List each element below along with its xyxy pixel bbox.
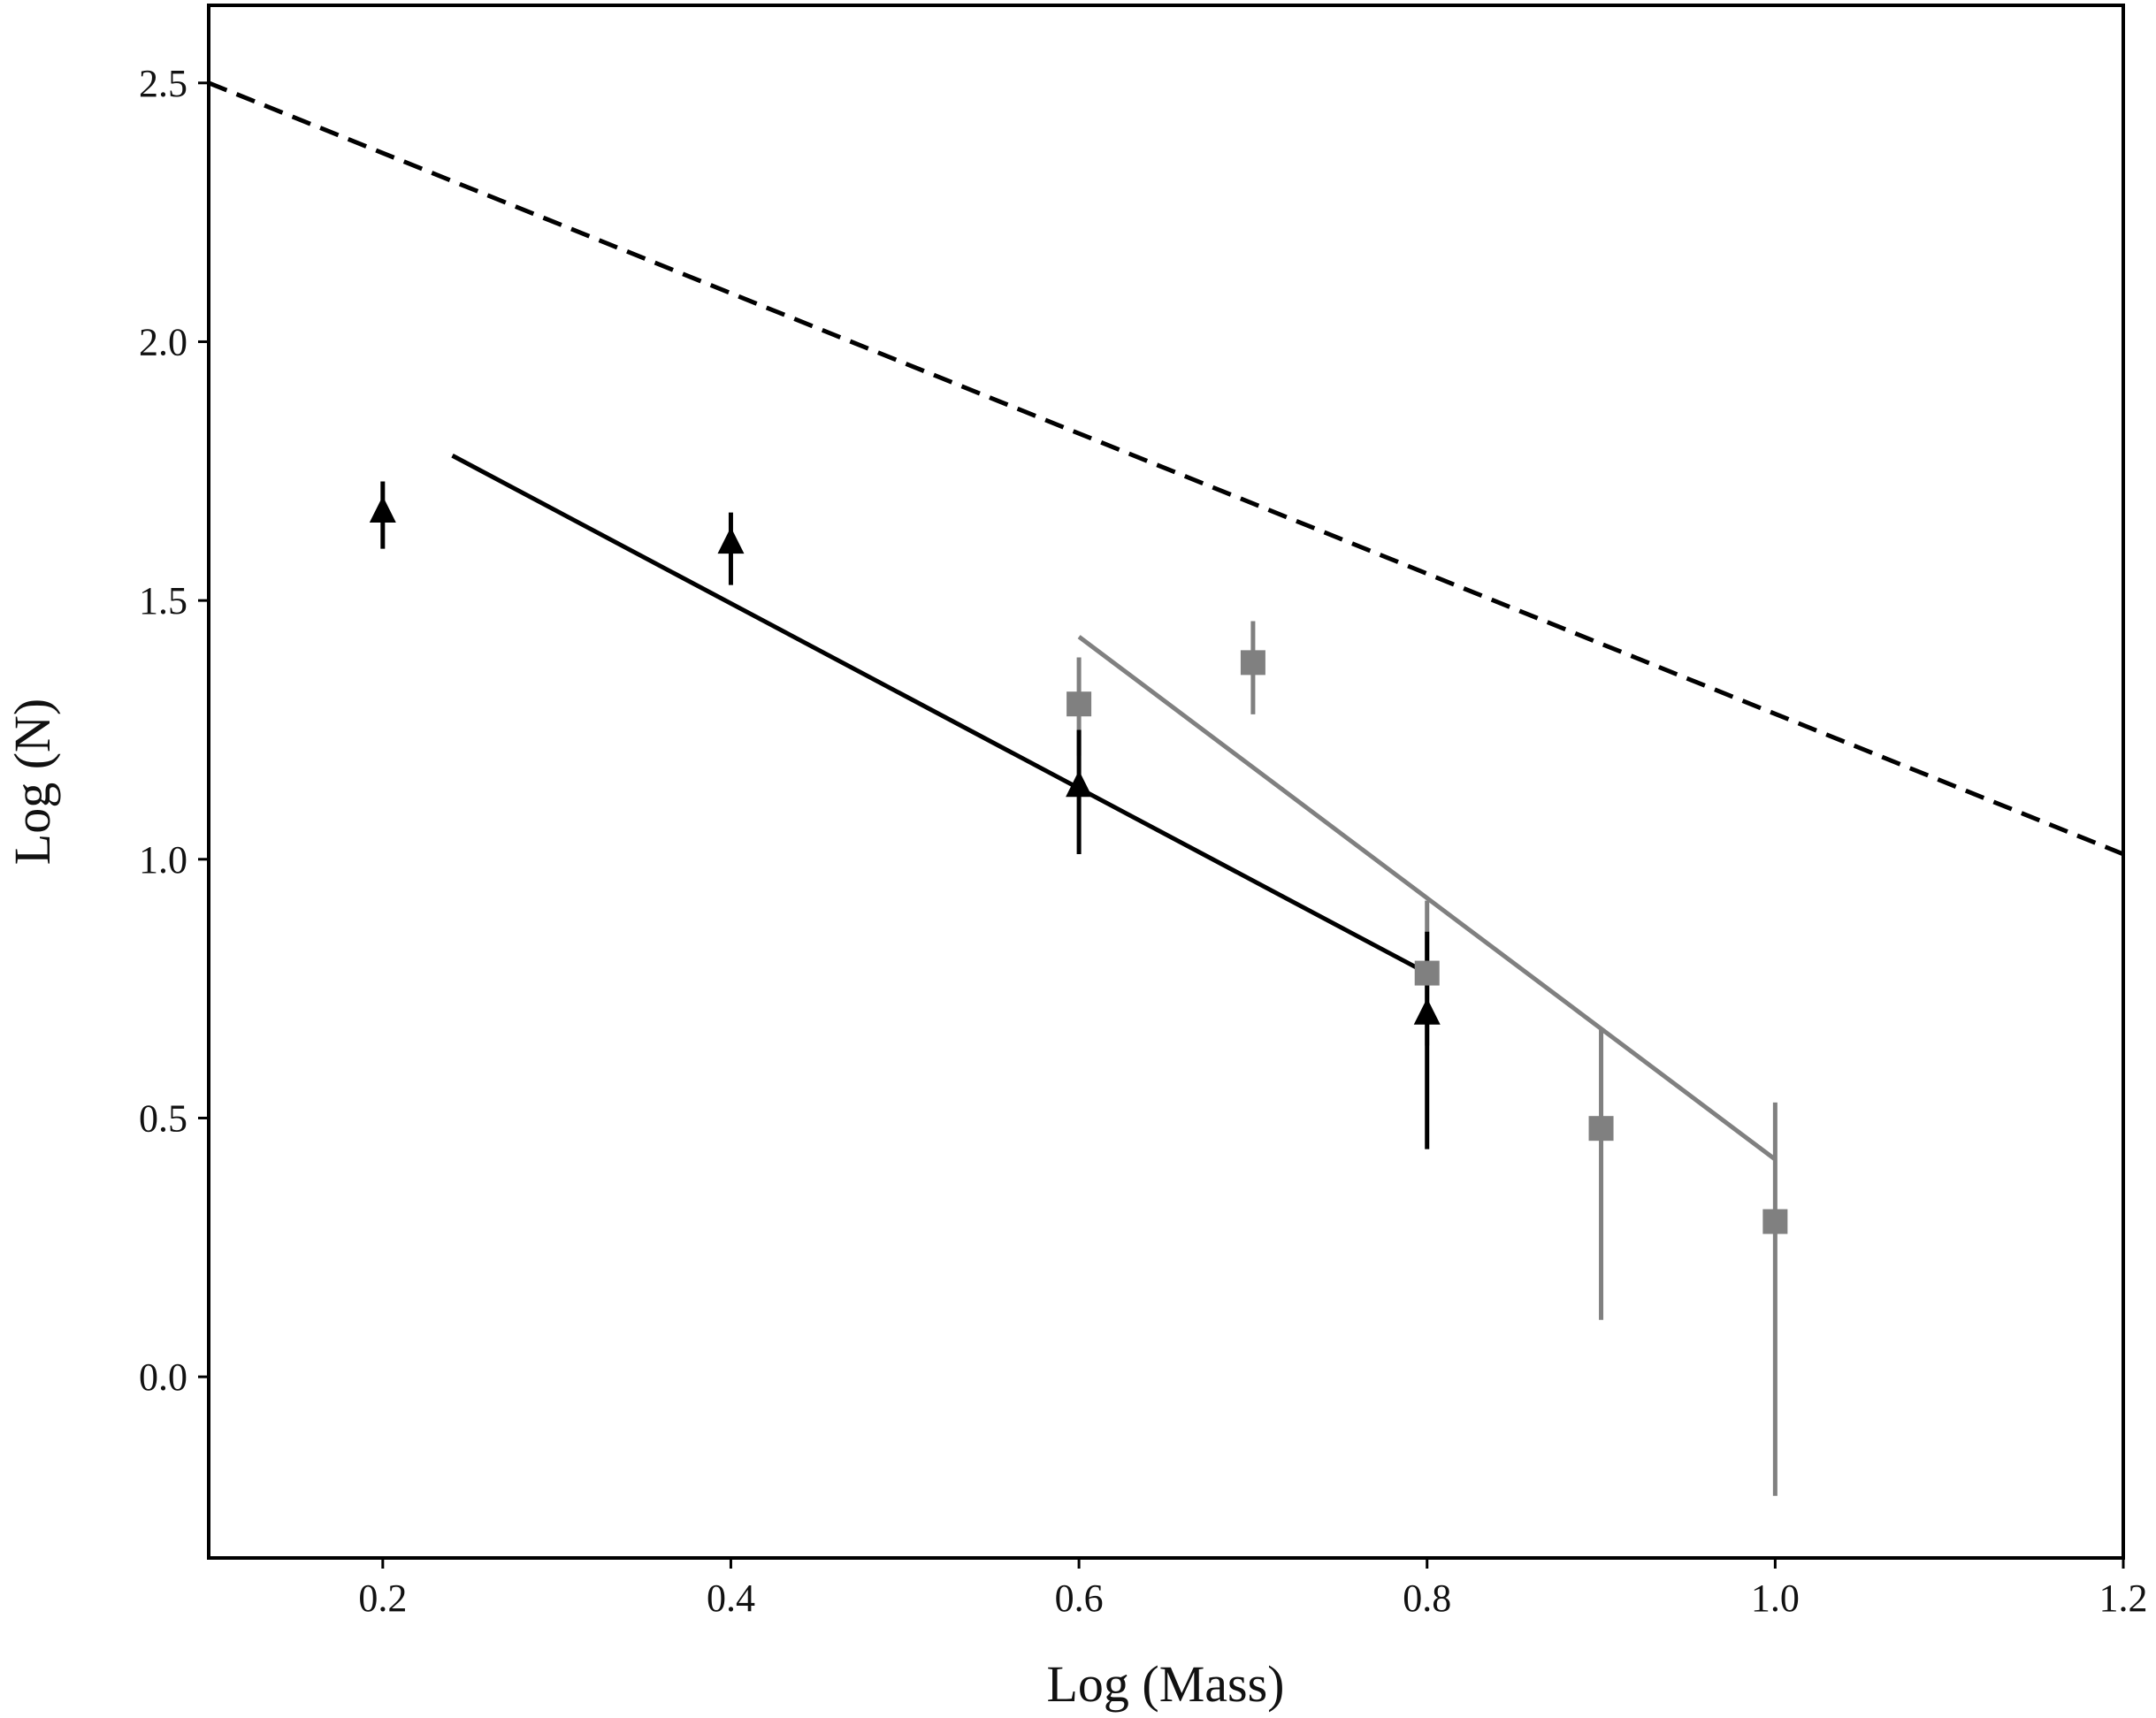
square-marker-3 <box>1588 1116 1614 1142</box>
fit-line-2 <box>1077 635 1777 1162</box>
y-tick-label: 2.0 <box>139 320 187 363</box>
y-tick-label: 0.0 <box>139 1355 187 1399</box>
y-tick-label: 1.0 <box>139 838 187 882</box>
fit-line-1 <box>451 454 1428 975</box>
y-tick-label: 2.5 <box>139 62 187 105</box>
data-markers <box>369 496 1788 1234</box>
x-tick-label: 0.8 <box>1403 1577 1451 1620</box>
square-marker-0 <box>1067 691 1092 717</box>
dashed-line <box>208 80 2124 857</box>
triangle-marker-0 <box>369 496 396 523</box>
x-tick-label: 1.0 <box>1751 1577 1800 1620</box>
square-marker-4 <box>1762 1209 1788 1234</box>
triangle-marker-2 <box>1066 770 1093 798</box>
y-axis-ticks: 0.0 0.5 1.0 1.5 2.0 2.5 <box>139 62 209 1399</box>
x-tick-label: 0.2 <box>358 1577 407 1620</box>
x-tick-label: 1.2 <box>2099 1577 2148 1620</box>
x-axis-label: Log (Mass) <box>1046 1655 1284 1713</box>
x-tick-label: 0.6 <box>1055 1577 1104 1620</box>
plot-frame <box>207 4 2125 1560</box>
square-marker-2 <box>1414 960 1440 986</box>
triangle-marker-1 <box>717 527 745 554</box>
x-tick-label: 0.4 <box>707 1577 755 1620</box>
triangle-marker-3 <box>1413 997 1441 1025</box>
square-marker-1 <box>1240 650 1265 676</box>
fit-lines <box>208 80 2124 1162</box>
y-tick-label: 1.5 <box>139 579 187 622</box>
y-axis-label: Log (N) <box>4 699 61 865</box>
y-tick-label: 0.5 <box>139 1096 187 1140</box>
x-axis-ticks: 0.2 0.4 0.6 0.8 1.0 1.2 <box>358 1558 2148 1620</box>
error-bars <box>380 481 1778 1496</box>
